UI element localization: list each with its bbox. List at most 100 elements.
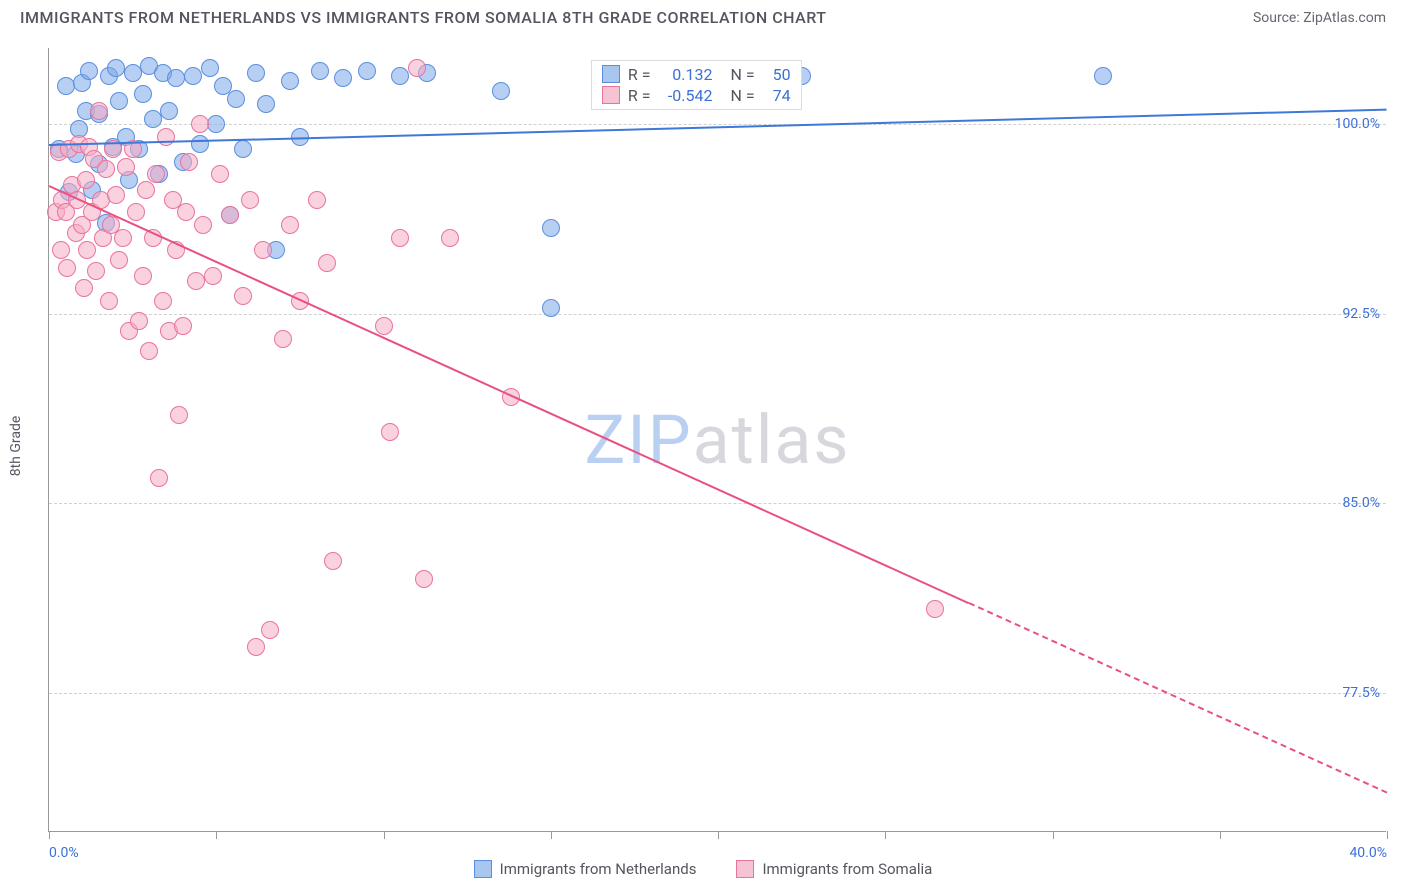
legend-r-value: 0.132 <box>658 65 712 84</box>
scatter-point-somalia <box>241 191 259 209</box>
chart-title: IMMIGRANTS FROM NETHERLANDS VS IMMIGRANT… <box>20 8 827 27</box>
bottom-legend: Immigrants from Netherlands Immigrants fr… <box>0 860 1406 878</box>
scatter-point-somalia <box>147 165 165 183</box>
watermark-letter: l <box>756 400 775 480</box>
scatter-point-netherlands <box>492 82 510 100</box>
scatter-point-somalia <box>130 312 148 330</box>
scatter-point-somalia <box>114 229 132 247</box>
scatter-point-netherlands <box>281 72 299 90</box>
scatter-point-netherlands <box>201 59 219 77</box>
y-tick-label: 77.5% <box>1342 685 1380 701</box>
legend-swatch <box>474 860 492 878</box>
legend-n-label: N = <box>730 65 754 84</box>
scatter-point-netherlands <box>334 69 352 87</box>
scatter-point-somalia <box>308 191 326 209</box>
x-tick-label: 40.0% <box>1349 845 1387 861</box>
legend-swatch <box>602 86 620 104</box>
scatter-point-somalia <box>391 229 409 247</box>
scatter-point-somalia <box>194 216 212 234</box>
watermark: ZIPatlas <box>584 400 850 480</box>
bottom-legend-label: Immigrants from Netherlands <box>500 860 697 878</box>
watermark-letter: a <box>774 400 813 480</box>
scatter-point-somalia <box>170 406 188 424</box>
x-tick-label: 0.0% <box>49 845 79 861</box>
y-tick-label: 85.0% <box>1342 495 1380 511</box>
scatter-point-netherlands <box>184 67 202 85</box>
scatter-point-somalia <box>174 317 192 335</box>
plot-area: ZIPatlas 77.5%85.0%92.5%100.0%0.0%40.0%R… <box>48 48 1386 832</box>
legend-rn-row: R = 0.132 N = 50 <box>602 65 791 84</box>
scatter-point-netherlands <box>542 219 560 237</box>
trendline-dash <box>968 602 1387 793</box>
scatter-point-netherlands <box>160 102 178 120</box>
scatter-point-somalia <box>87 262 105 280</box>
x-tick <box>1220 831 1221 839</box>
scatter-point-netherlands <box>124 64 142 82</box>
scatter-point-somalia <box>254 241 272 259</box>
scatter-point-somalia <box>137 181 155 199</box>
legend-rn-row: R =-0.542N =74 <box>602 86 791 105</box>
scatter-point-somalia <box>281 216 299 234</box>
y-axis-label: 8th Grade <box>8 416 24 477</box>
scatter-point-netherlands <box>1094 67 1112 85</box>
scatter-point-somalia <box>78 241 96 259</box>
scatter-point-somalia <box>77 171 95 189</box>
scatter-point-somalia <box>100 292 118 310</box>
scatter-point-somalia <box>52 241 70 259</box>
trendline <box>49 109 1387 146</box>
scatter-point-netherlands <box>110 92 128 110</box>
scatter-point-somalia <box>117 158 135 176</box>
scatter-point-netherlands <box>257 95 275 113</box>
scatter-point-netherlands <box>134 85 152 103</box>
scatter-point-somalia <box>180 153 198 171</box>
x-tick <box>885 831 886 839</box>
scatter-point-netherlands <box>311 62 329 80</box>
source-attribution: Source: ZipAtlas.com <box>1253 10 1386 26</box>
legend-n-value: 74 <box>763 86 791 105</box>
watermark-letter: t <box>732 400 756 480</box>
source-prefix: Source: <box>1253 10 1303 26</box>
scatter-point-netherlands <box>107 59 125 77</box>
scatter-point-somalia <box>204 267 222 285</box>
watermark-letter: I <box>627 400 648 480</box>
source-name: ZipAtlas.com <box>1303 10 1386 26</box>
scatter-point-netherlands <box>247 64 265 82</box>
x-tick <box>1053 831 1054 839</box>
scatter-point-somalia <box>926 600 944 618</box>
x-tick <box>1387 831 1388 839</box>
scatter-point-somalia <box>408 59 426 77</box>
scatter-point-somalia <box>177 203 195 221</box>
scatter-point-netherlands <box>57 77 75 95</box>
gridline-h <box>49 503 1386 504</box>
scatter-point-somalia <box>140 342 158 360</box>
scatter-point-somalia <box>261 621 279 639</box>
legend-n-value: 50 <box>763 65 791 84</box>
x-tick <box>49 831 50 839</box>
scatter-point-somalia <box>318 254 336 272</box>
scatter-point-somalia <box>324 552 342 570</box>
scatter-point-netherlands <box>391 67 409 85</box>
scatter-point-somalia <box>381 423 399 441</box>
scatter-point-somalia <box>127 203 145 221</box>
legend-r-value: -0.542 <box>658 86 712 105</box>
x-tick <box>718 831 719 839</box>
scatter-point-netherlands <box>234 140 252 158</box>
scatter-point-netherlands <box>207 115 225 133</box>
scatter-point-somalia <box>107 186 125 204</box>
scatter-point-somalia <box>247 638 265 656</box>
scatter-point-somalia <box>375 317 393 335</box>
scatter-point-netherlands <box>167 69 185 87</box>
scatter-point-somalia <box>221 206 239 224</box>
scatter-point-netherlands <box>542 299 560 317</box>
scatter-point-somalia <box>211 165 229 183</box>
trendline <box>49 185 970 604</box>
legend-r-label: R = <box>628 65 651 84</box>
scatter-point-somalia <box>58 259 76 277</box>
x-tick <box>551 831 552 839</box>
chart-area: ZIPatlas 77.5%85.0%92.5%100.0%0.0%40.0%R… <box>48 48 1386 832</box>
legend-r-label: R = <box>628 86 651 105</box>
legend-swatch <box>602 65 620 83</box>
bottom-legend-item: Immigrants from Netherlands <box>474 860 697 878</box>
bottom-legend-item: Immigrants from Somalia <box>736 860 932 878</box>
scatter-point-netherlands <box>144 110 162 128</box>
